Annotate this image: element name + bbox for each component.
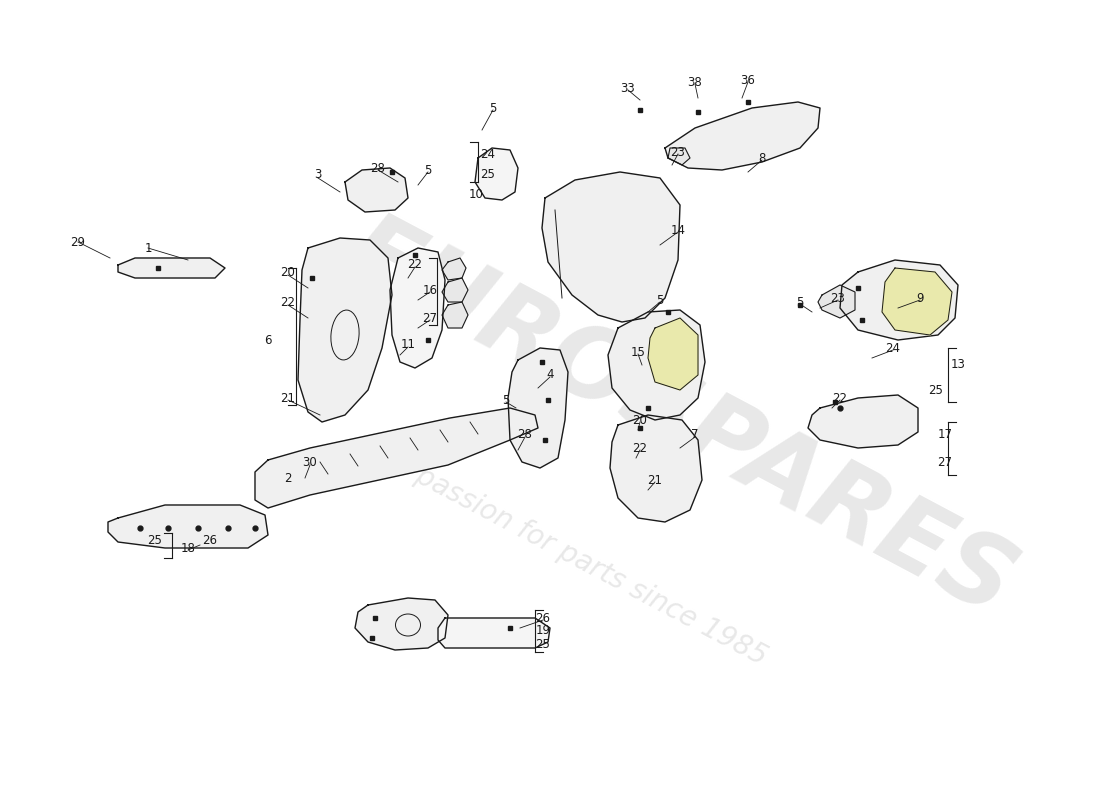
Text: 18: 18 [180,542,196,554]
Text: a passion for parts since 1985: a passion for parts since 1985 [388,449,772,671]
Text: 2: 2 [284,471,292,485]
Text: 22: 22 [632,442,648,454]
Text: 25: 25 [928,383,944,397]
Text: 27: 27 [937,455,953,469]
Text: 26: 26 [536,611,550,625]
Text: 22: 22 [833,391,847,405]
Text: 13: 13 [950,358,966,371]
Text: 27: 27 [422,311,438,325]
Text: 22: 22 [407,258,422,271]
Text: 29: 29 [70,235,86,249]
Text: 19: 19 [536,623,550,637]
Text: 8: 8 [758,151,766,165]
Text: 25: 25 [147,534,163,546]
Polygon shape [808,395,918,448]
Text: 15: 15 [630,346,646,358]
Text: 14: 14 [671,223,685,237]
Polygon shape [442,278,468,302]
Text: 5: 5 [490,102,497,114]
Text: 28: 28 [371,162,385,174]
Polygon shape [610,415,702,522]
Text: 17: 17 [937,429,953,442]
Text: 25: 25 [481,169,495,182]
Text: 7: 7 [691,429,698,442]
Text: 5: 5 [503,394,509,406]
Text: 25: 25 [536,638,550,651]
Text: 26: 26 [202,534,218,546]
Polygon shape [542,172,680,322]
Polygon shape [648,318,698,390]
Text: 5: 5 [657,294,663,306]
Polygon shape [840,260,958,340]
Text: 24: 24 [481,149,495,162]
Text: 33: 33 [620,82,636,94]
Text: 5: 5 [425,163,431,177]
Polygon shape [345,168,408,212]
Text: 4: 4 [547,369,553,382]
Polygon shape [118,258,226,278]
Text: 24: 24 [886,342,901,354]
Text: 9: 9 [916,291,924,305]
Polygon shape [255,408,538,508]
Polygon shape [818,285,855,318]
Polygon shape [298,238,392,422]
Text: 11: 11 [400,338,416,351]
Polygon shape [882,268,952,335]
Text: 3: 3 [315,169,321,182]
Polygon shape [438,618,550,648]
Polygon shape [608,310,705,420]
Text: 38: 38 [688,75,703,89]
Text: 22: 22 [280,297,296,310]
Text: 10: 10 [469,189,483,202]
Text: 5: 5 [796,295,804,309]
Text: 21: 21 [280,391,296,405]
Text: 23: 23 [671,146,685,158]
Text: 16: 16 [422,283,438,297]
Text: 20: 20 [280,266,296,279]
Polygon shape [475,148,518,200]
Polygon shape [442,302,468,328]
Text: 6: 6 [264,334,272,346]
Text: 23: 23 [830,291,846,305]
Polygon shape [668,148,690,165]
Text: 36: 36 [740,74,756,86]
Text: EUROSPARES: EUROSPARES [330,203,1031,637]
Polygon shape [390,248,446,368]
Polygon shape [508,348,568,468]
Text: 28: 28 [518,429,532,442]
Polygon shape [355,598,448,650]
Text: 1: 1 [144,242,152,254]
Text: 21: 21 [648,474,662,486]
Polygon shape [442,258,466,280]
Polygon shape [108,505,268,548]
Text: 30: 30 [302,457,318,470]
Polygon shape [666,102,820,170]
Text: 20: 20 [632,414,648,426]
